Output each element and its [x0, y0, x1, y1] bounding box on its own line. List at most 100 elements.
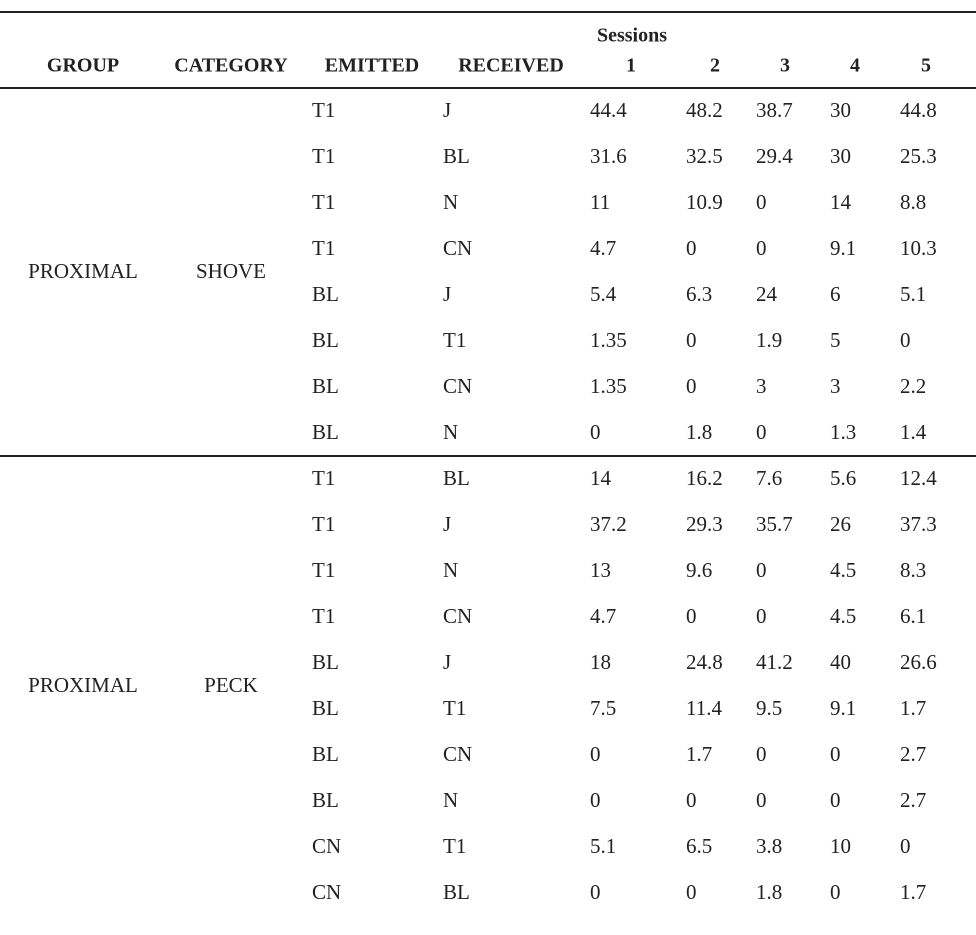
group-label: PROXIMAL [28, 259, 138, 283]
cell-label: BL [312, 696, 339, 720]
cell-label: BL [443, 880, 470, 904]
cell-label: J [443, 512, 451, 536]
category-label: SHOVE [196, 259, 266, 283]
cell-value: 7.5 [590, 696, 616, 720]
cell-label: T1 [312, 190, 335, 214]
cell-label: BL [312, 742, 339, 766]
session-header: 3 [780, 55, 790, 77]
cell-value: 5.1 [900, 282, 926, 306]
cell-value: 3.8 [756, 834, 782, 858]
cell-value: 0 [590, 742, 601, 766]
cell-value: 1.9 [756, 328, 782, 352]
cell-value: 1.7 [686, 742, 712, 766]
cell-value: 0 [756, 236, 767, 260]
cell-value: 6 [830, 282, 841, 306]
cell-label: T1 [312, 604, 335, 628]
cell-value: 1.4 [900, 420, 927, 444]
cell-value: 0 [686, 374, 697, 398]
cell-value: 8.8 [900, 190, 926, 214]
cell-value: 24 [756, 282, 778, 306]
cell-value: 5.4 [590, 282, 617, 306]
cell-label: N [443, 190, 458, 214]
cell-value: 3 [756, 374, 767, 398]
column-header: EMITTED [325, 55, 419, 77]
cell-value: 1.3 [830, 420, 856, 444]
cell-value: 4.5 [830, 558, 856, 582]
cell-value: 12.4 [900, 466, 937, 490]
cell-label: BL [312, 650, 339, 674]
cell-value: 1.7 [900, 696, 926, 720]
cell-value: 0 [590, 788, 601, 812]
cell-value: 18 [590, 650, 611, 674]
cell-value: 1.8 [686, 420, 712, 444]
cell-label: CN [443, 742, 472, 766]
cell-value: 6.5 [686, 834, 712, 858]
cell-value: 9.5 [756, 696, 782, 720]
cell-value: 4.7 [590, 236, 616, 260]
cell-value: 35.7 [756, 512, 793, 536]
cell-value: 10 [830, 834, 851, 858]
session-header: 2 [710, 55, 720, 77]
cell-value: 5.6 [830, 466, 856, 490]
cell-value: 0 [590, 420, 601, 444]
cell-value: 24.8 [686, 650, 723, 674]
cell-label: BL [443, 144, 470, 168]
cell-value: 0 [686, 604, 697, 628]
cell-value: 6.1 [900, 604, 926, 628]
cell-label: T1 [312, 512, 335, 536]
cell-label: J [443, 650, 451, 674]
cell-value: 0 [590, 880, 601, 904]
cell-label: CN [443, 604, 472, 628]
cell-label: T1 [312, 558, 335, 582]
cell-value: 9.6 [686, 558, 712, 582]
cell-value: 0 [756, 742, 767, 766]
cell-label: T1 [443, 834, 466, 858]
cell-value: 48.2 [686, 98, 723, 122]
cell-label: T1 [312, 236, 335, 260]
cell-label: T1 [443, 328, 466, 352]
cell-value: 8.3 [900, 558, 926, 582]
cell-value: 1.8 [756, 880, 782, 904]
cell-value: 16.2 [686, 466, 723, 490]
cell-value: 14 [830, 190, 852, 214]
cell-value: 1.35 [590, 328, 627, 352]
cell-label: J [443, 282, 451, 306]
cell-value: 30 [830, 98, 851, 122]
cell-value: 30 [830, 144, 851, 168]
column-header: RECEIVED [458, 55, 564, 77]
cell-value: 0 [830, 880, 841, 904]
cell-label: N [443, 558, 458, 582]
cell-label: N [443, 788, 458, 812]
cell-label: CN [312, 880, 341, 904]
cell-value: 11.4 [686, 696, 722, 720]
group-label: PROXIMAL [28, 673, 138, 697]
cell-value: 11 [590, 190, 610, 214]
cell-value: 31.6 [590, 144, 627, 168]
cell-value: 1.7 [900, 880, 926, 904]
cell-value: 0 [686, 236, 697, 260]
session-header: 1 [626, 55, 636, 77]
cell-value: 0 [686, 880, 697, 904]
cell-value: 38.7 [756, 98, 793, 122]
cell-value: 2.7 [900, 742, 926, 766]
cell-value: 0 [830, 788, 841, 812]
cell-value: 10.3 [900, 236, 937, 260]
cell-label: T1 [443, 696, 466, 720]
cell-label: BL [312, 282, 339, 306]
cell-value: 25.3 [900, 144, 937, 168]
cell-value: 13 [590, 558, 611, 582]
cell-value: 1.35 [590, 374, 627, 398]
cell-label: J [443, 98, 451, 122]
cell-label: T1 [312, 144, 335, 168]
cell-value: 0 [686, 328, 697, 352]
cell-value: 0 [900, 328, 911, 352]
cell-value: 41.2 [756, 650, 793, 674]
cell-label: BL [443, 466, 470, 490]
cell-value: 4.7 [590, 604, 616, 628]
cell-value: 0 [900, 834, 911, 858]
cell-value: 5.1 [590, 834, 616, 858]
cell-value: 2.7 [900, 788, 926, 812]
cell-value: 0 [830, 742, 841, 766]
cell-value: 29.3 [686, 512, 723, 536]
